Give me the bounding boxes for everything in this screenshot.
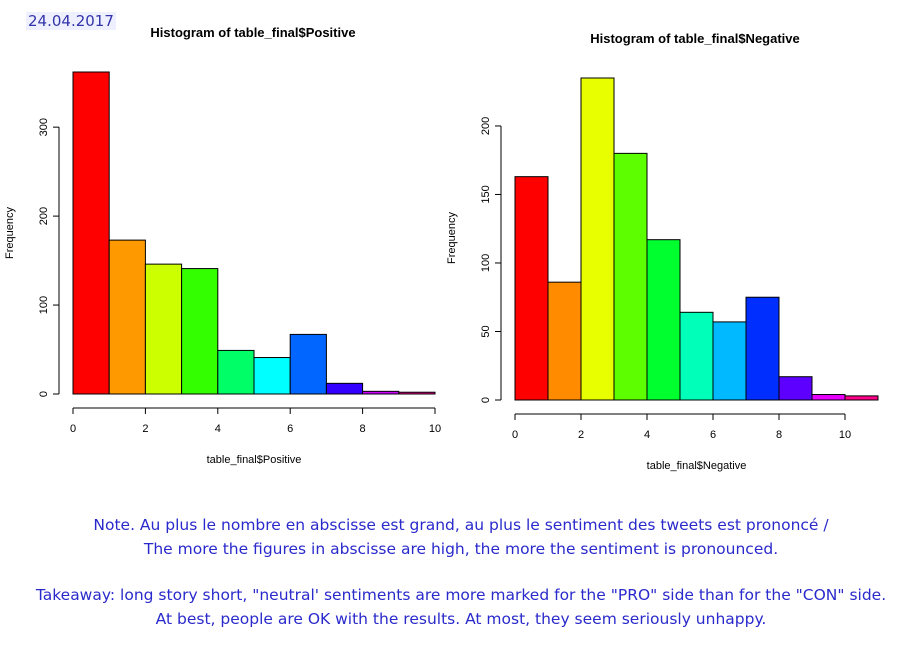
histogram-bar <box>514 176 549 401</box>
histogram-bar <box>325 382 364 395</box>
x-tick-label: 0 <box>512 429 518 441</box>
takeaway-line-1: Takeaway: long story short, "neutral' se… <box>35 586 887 604</box>
histogram-bar <box>289 333 327 395</box>
histogram-bar <box>144 263 183 395</box>
y-tick-label: 100 <box>38 296 50 314</box>
x-tick-label: 4 <box>215 423 221 435</box>
x-tick-label: 8 <box>360 423 366 435</box>
y-tick-label: 200 <box>480 117 492 135</box>
note-spacer <box>0 561 922 583</box>
histogram-bar <box>547 281 582 401</box>
y-tick-label: 100 <box>480 254 492 272</box>
x-axis-label: table_final$Positive <box>207 454 302 466</box>
histogram-positive: Histogram of table_final$Positive 0 2 4 6 8 10… <box>4 25 441 466</box>
histogram-bar <box>580 77 615 401</box>
x-tick-label: 0 <box>70 423 76 435</box>
histogram-bar <box>398 391 436 395</box>
x-tick-label: 6 <box>710 429 716 441</box>
y-tick-label: 150 <box>480 185 492 203</box>
histogram-bar <box>108 239 146 395</box>
x-tick-label: 4 <box>644 429 650 441</box>
date-label: 24.04.2017 <box>26 12 116 30</box>
y-axis-label: Frequency <box>446 212 458 264</box>
y-tick-label: 0 <box>480 397 492 403</box>
histogram-bar <box>712 321 747 401</box>
note-line-1: Note. Au plus le nombre en abscisse est … <box>93 516 829 534</box>
histogram-bar <box>613 152 648 401</box>
histogram-bar <box>362 390 400 395</box>
histogram-bar <box>217 349 255 395</box>
x-tick-label: 8 <box>776 429 782 441</box>
takeaway-line-2: At best, people are OK with the results.… <box>155 610 767 628</box>
x-tick-label: 10 <box>839 429 851 441</box>
histogram-bar <box>679 311 714 401</box>
x-tick-label: 2 <box>578 429 584 441</box>
histogram-bar <box>72 71 110 395</box>
y-tick-label: 300 <box>38 118 50 136</box>
histogram-negative: Histogram of table_final$Negative 0 2 4 6 8 10… <box>446 31 879 472</box>
histogram-bar <box>646 239 681 401</box>
histogram-bar <box>844 395 879 401</box>
y-tick-label: 200 <box>38 207 50 225</box>
x-tick-label: 2 <box>142 423 148 435</box>
histogram-bar <box>253 357 291 395</box>
x-tick-label: 6 <box>287 423 293 435</box>
x-axis-label: table_final$Negative <box>647 460 747 472</box>
histogram-bar <box>181 268 219 395</box>
chart-title: Histogram of table_final$Positive <box>150 25 355 40</box>
y-axis-label: Frequency <box>4 207 16 259</box>
histogram-bar <box>745 296 780 401</box>
histogram-bar <box>811 394 846 401</box>
notes-block: Note. Au plus le nombre en abscisse est … <box>0 513 922 631</box>
y-tick-label: 50 <box>480 325 492 337</box>
histogram-bar <box>778 376 813 401</box>
chart-title: Histogram of table_final$Negative <box>590 31 800 46</box>
x-tick-label: 10 <box>429 423 441 435</box>
y-tick-label: 0 <box>38 391 50 397</box>
note-line-2: The more the figures in abscisse are hig… <box>143 540 779 558</box>
